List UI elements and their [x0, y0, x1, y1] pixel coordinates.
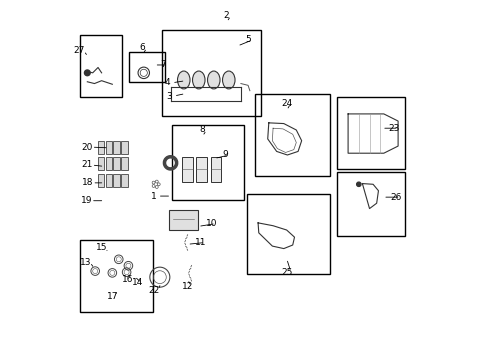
- Text: 9: 9: [222, 150, 227, 159]
- Text: 25: 25: [281, 268, 292, 277]
- Text: 12: 12: [181, 282, 193, 291]
- Bar: [255, 94, 329, 176]
- Bar: [121, 174, 127, 187]
- Text: 5: 5: [244, 36, 250, 45]
- Text: 16: 16: [122, 275, 133, 284]
- Text: 17: 17: [106, 292, 118, 301]
- Bar: [113, 141, 120, 154]
- Text: 22: 22: [148, 285, 160, 294]
- Bar: [113, 157, 120, 170]
- Ellipse shape: [177, 71, 190, 89]
- Bar: [105, 174, 112, 187]
- Text: 6: 6: [140, 43, 145, 52]
- Bar: [80, 240, 153, 312]
- Bar: [98, 174, 104, 187]
- Bar: [105, 157, 112, 170]
- Text: 11: 11: [195, 238, 206, 247]
- Text: 24: 24: [281, 99, 292, 108]
- Bar: [172, 125, 244, 200]
- Text: 15: 15: [96, 243, 107, 252]
- Text: 2: 2: [224, 11, 229, 20]
- Text: 8: 8: [199, 126, 205, 135]
- Circle shape: [84, 70, 90, 76]
- Bar: [336, 97, 405, 168]
- Ellipse shape: [207, 71, 220, 89]
- Bar: [247, 194, 329, 274]
- Bar: [129, 52, 165, 82]
- Bar: [113, 174, 120, 187]
- Text: 13: 13: [80, 258, 91, 267]
- Bar: [169, 210, 198, 230]
- Bar: [336, 172, 405, 237]
- Text: 27: 27: [74, 46, 85, 55]
- Bar: [182, 157, 192, 182]
- Text: 10: 10: [205, 219, 217, 228]
- Ellipse shape: [192, 71, 204, 89]
- Bar: [98, 141, 104, 154]
- Text: 1: 1: [150, 192, 156, 201]
- Bar: [105, 141, 112, 154]
- Text: 20: 20: [81, 143, 93, 152]
- Bar: [196, 157, 206, 182]
- Bar: [121, 157, 127, 170]
- Text: 21: 21: [81, 161, 93, 170]
- Text: 19: 19: [81, 196, 92, 205]
- Bar: [121, 141, 127, 154]
- Bar: [210, 157, 221, 182]
- Text: 4: 4: [164, 78, 170, 87]
- Text: 7: 7: [160, 60, 165, 69]
- Text: 23: 23: [388, 124, 399, 133]
- Text: 3: 3: [166, 91, 172, 100]
- Ellipse shape: [222, 71, 235, 89]
- Text: 18: 18: [82, 178, 94, 187]
- Bar: [80, 35, 122, 97]
- Text: 26: 26: [390, 193, 401, 202]
- Text: 14: 14: [131, 278, 142, 287]
- Bar: [98, 157, 104, 170]
- Circle shape: [356, 182, 360, 186]
- Bar: [162, 30, 260, 116]
